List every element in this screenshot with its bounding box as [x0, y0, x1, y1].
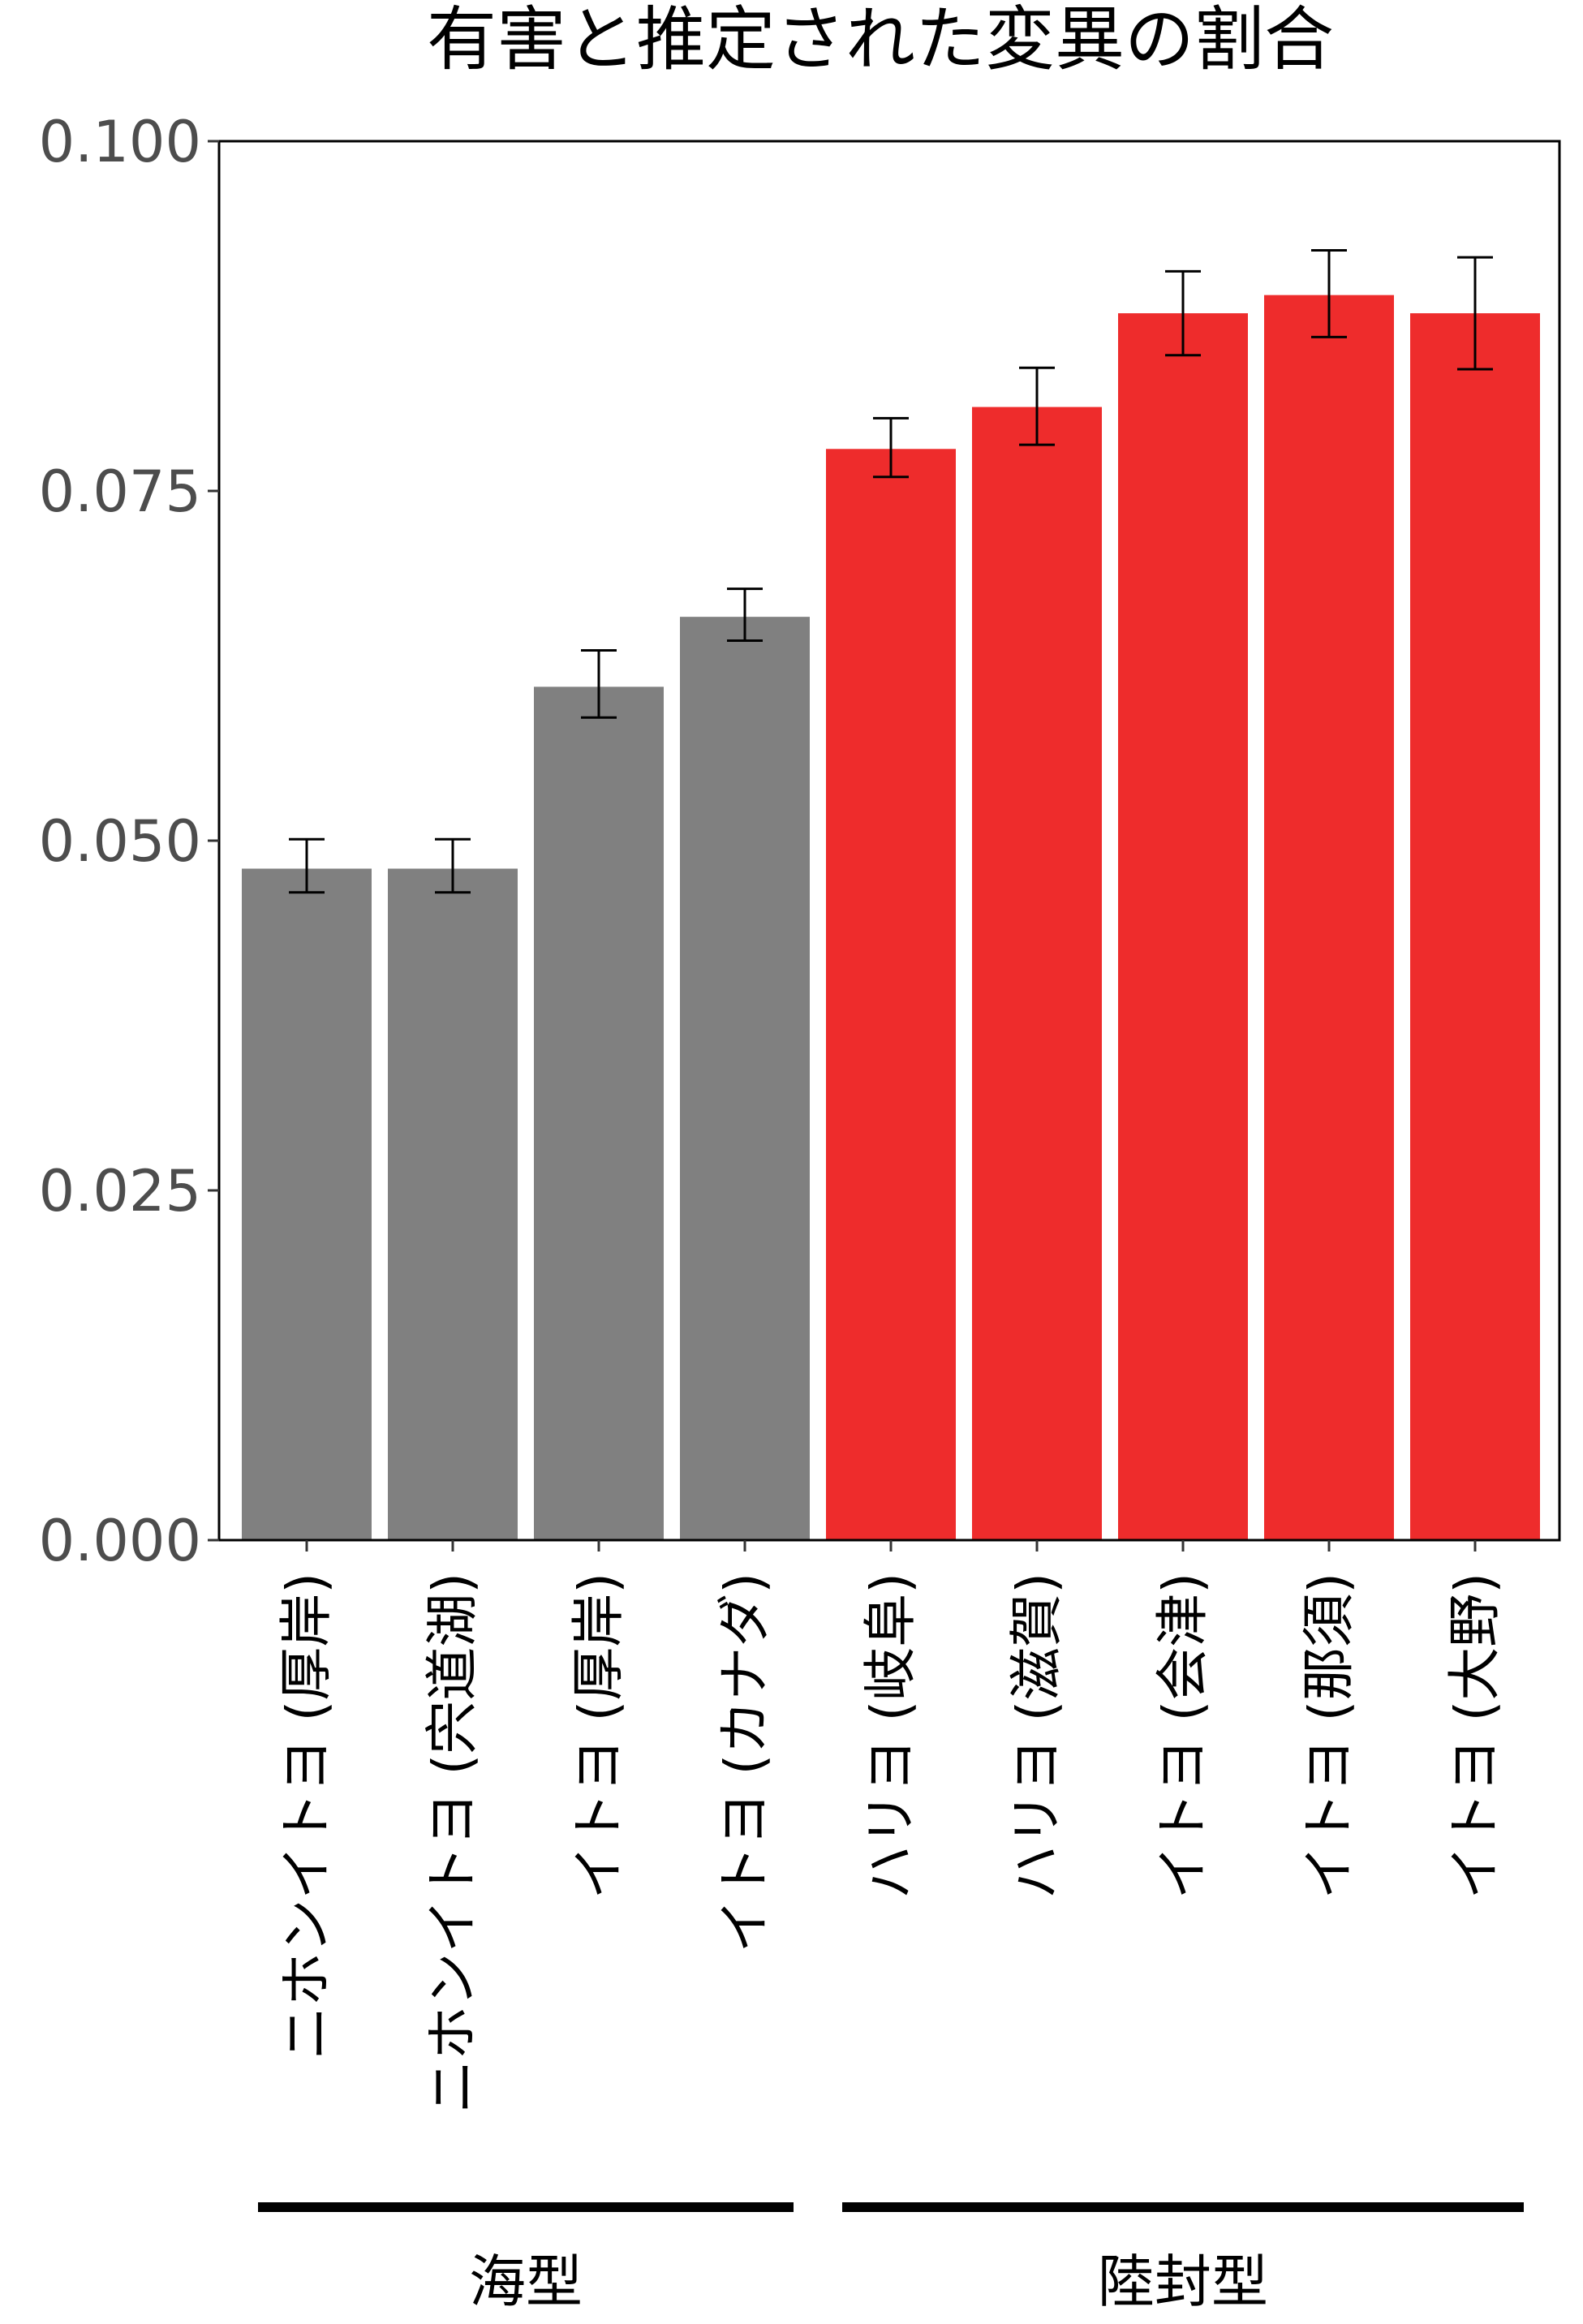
- bar: [1264, 295, 1394, 1540]
- group-label: 海型: [469, 2249, 583, 2315]
- y-tick-label: 0.100: [39, 109, 201, 175]
- bar: [972, 407, 1102, 1540]
- x-tick-label: イトヨ (厚岸): [567, 1573, 630, 1899]
- chart-title: 有害と推定された変異の割合: [427, 0, 1334, 80]
- group-label: 陸封型: [1098, 2249, 1268, 2315]
- y-tick-label: 0.000: [39, 1508, 201, 1574]
- error-bars-layer: [289, 248, 1493, 894]
- x-tick-label: ニホンイトヨ (宍道湖): [421, 1573, 484, 2113]
- y-axis: 0.000 0.025 0.050 0.075 0.100: [39, 109, 219, 1574]
- group-brackets: 海型 陸封型: [258, 2202, 1524, 2315]
- x-tick-label: ハリヨ (岐阜): [859, 1573, 922, 1899]
- x-tick-label: イトヨ (那須): [1297, 1573, 1360, 1899]
- x-tick-label: ニホンイトヨ (厚岸): [275, 1573, 338, 2059]
- bar: [242, 868, 372, 1540]
- x-tick-label: イトヨ (大野): [1443, 1573, 1506, 1899]
- x-tick-label: ハリヨ (滋賀): [1005, 1573, 1068, 1899]
- bar: [826, 449, 956, 1540]
- x-axis: ニホンイトヨ (厚岸) ニホンイトヨ (宍道湖) イトヨ (厚岸) イトヨ (カナダ)…: [275, 1540, 1506, 2113]
- bar: [1410, 313, 1540, 1540]
- y-tick-label: 0.025: [39, 1158, 201, 1224]
- bar: [680, 617, 810, 1541]
- bar: [534, 686, 664, 1540]
- x-tick-label: イトヨ (会津): [1151, 1573, 1214, 1899]
- x-tick-label: イトヨ (カナダ): [713, 1573, 776, 1952]
- bar: [388, 868, 518, 1540]
- y-tick-label: 0.075: [39, 458, 201, 525]
- bar: [1118, 313, 1248, 1540]
- bars-layer: [242, 295, 1540, 1541]
- y-tick-label: 0.050: [39, 808, 201, 875]
